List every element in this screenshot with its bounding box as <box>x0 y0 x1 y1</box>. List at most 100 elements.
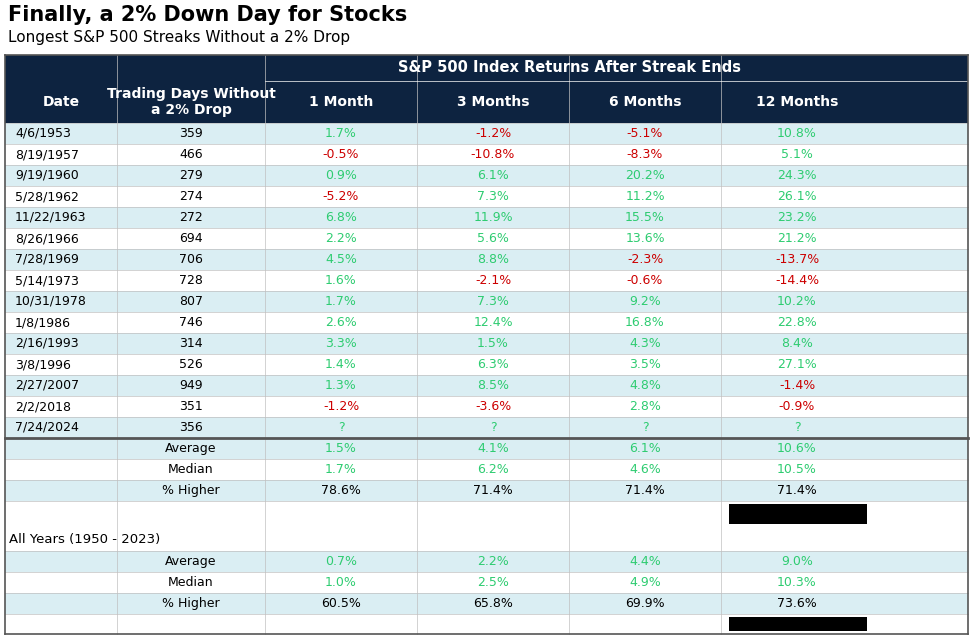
Text: 6.1%: 6.1% <box>629 442 661 455</box>
Text: ?: ? <box>337 421 344 434</box>
Text: 65.8%: 65.8% <box>473 597 513 610</box>
Text: -1.4%: -1.4% <box>779 379 815 392</box>
Text: 24.3%: 24.3% <box>777 169 817 182</box>
Text: 8/19/1957: 8/19/1957 <box>15 148 79 161</box>
Text: 2.6%: 2.6% <box>325 316 357 329</box>
Text: % Higher: % Higher <box>162 484 219 497</box>
Text: 526: 526 <box>179 358 203 371</box>
Text: 12 Months: 12 Months <box>756 95 838 109</box>
Text: 26.1%: 26.1% <box>777 190 817 203</box>
Text: -14.4%: -14.4% <box>775 274 819 287</box>
Text: 466: 466 <box>179 148 203 161</box>
Bar <box>5 249 968 270</box>
Text: 1.7%: 1.7% <box>325 295 357 308</box>
Bar <box>5 438 968 459</box>
Bar <box>5 593 968 614</box>
Text: ?: ? <box>642 421 648 434</box>
Text: 60.5%: 60.5% <box>321 597 361 610</box>
Text: 272: 272 <box>179 211 203 224</box>
Text: 1.5%: 1.5% <box>477 337 509 350</box>
Text: 16.8%: 16.8% <box>625 316 665 329</box>
Text: 22.8%: 22.8% <box>777 316 817 329</box>
Text: -1.2%: -1.2% <box>475 127 511 140</box>
Text: 5.6%: 5.6% <box>477 232 509 245</box>
Text: 7/24/2024: 7/24/2024 <box>15 421 79 434</box>
Text: 71.4%: 71.4% <box>625 484 665 497</box>
Bar <box>5 55 968 81</box>
Text: -1.2%: -1.2% <box>323 400 359 413</box>
Text: 10.3%: 10.3% <box>777 576 817 589</box>
Bar <box>5 270 968 291</box>
Text: 5/28/1962: 5/28/1962 <box>15 190 79 203</box>
Text: 5/14/1973: 5/14/1973 <box>15 274 79 287</box>
Text: 7/28/1969: 7/28/1969 <box>15 253 79 266</box>
Text: Average: Average <box>165 555 216 568</box>
Text: 2/16/1993: 2/16/1993 <box>15 337 79 350</box>
Bar <box>729 617 867 631</box>
Text: 4.8%: 4.8% <box>629 379 661 392</box>
Text: 949: 949 <box>179 379 203 392</box>
Text: 6 Months: 6 Months <box>608 95 682 109</box>
Text: 10.2%: 10.2% <box>777 295 817 308</box>
Text: 73.6%: 73.6% <box>777 597 817 610</box>
Bar <box>729 504 867 524</box>
Bar <box>5 165 968 186</box>
Bar <box>5 375 968 396</box>
Text: Finally, a 2% Down Day for Stocks: Finally, a 2% Down Day for Stocks <box>8 5 408 25</box>
Text: 4.4%: 4.4% <box>629 555 661 568</box>
Text: 3.5%: 3.5% <box>629 358 661 371</box>
Text: 11.9%: 11.9% <box>473 211 513 224</box>
Text: 8.5%: 8.5% <box>477 379 509 392</box>
Bar <box>5 291 968 312</box>
Text: 10.8%: 10.8% <box>777 127 817 140</box>
Text: 1/8/1986: 1/8/1986 <box>15 316 71 329</box>
Text: 6.2%: 6.2% <box>477 463 509 476</box>
Text: -5.2%: -5.2% <box>323 190 359 203</box>
Text: 6.1%: 6.1% <box>477 169 509 182</box>
Text: -0.9%: -0.9% <box>779 400 815 413</box>
Text: 11.2%: 11.2% <box>625 190 665 203</box>
Text: Average: Average <box>165 442 216 455</box>
Text: 5.1%: 5.1% <box>781 148 813 161</box>
Text: 2.8%: 2.8% <box>629 400 661 413</box>
Text: 4/6/1953: 4/6/1953 <box>15 127 71 140</box>
Bar <box>5 186 968 207</box>
Text: 807: 807 <box>179 295 203 308</box>
Bar <box>5 207 968 228</box>
Text: 10.6%: 10.6% <box>777 442 817 455</box>
Text: 1.7%: 1.7% <box>325 127 357 140</box>
Text: -8.3%: -8.3% <box>627 148 663 161</box>
Text: 71.4%: 71.4% <box>777 484 817 497</box>
Text: 8/26/1966: 8/26/1966 <box>15 232 79 245</box>
Text: 0.7%: 0.7% <box>325 555 357 568</box>
Text: 706: 706 <box>179 253 203 266</box>
Text: 21.2%: 21.2% <box>777 232 817 245</box>
Text: -2.1%: -2.1% <box>475 274 511 287</box>
Text: 6.8%: 6.8% <box>325 211 357 224</box>
Bar <box>5 396 968 417</box>
Bar <box>5 480 968 501</box>
Bar <box>5 144 968 165</box>
Text: 314: 314 <box>179 337 203 350</box>
Text: 20.2%: 20.2% <box>625 169 665 182</box>
Text: 2.2%: 2.2% <box>325 232 357 245</box>
Bar <box>5 417 968 438</box>
Text: 4.9%: 4.9% <box>629 576 661 589</box>
Text: 9/19/1960: 9/19/1960 <box>15 169 79 182</box>
Text: 10.5%: 10.5% <box>777 463 817 476</box>
Text: 1.6%: 1.6% <box>325 274 357 287</box>
Bar <box>5 551 968 572</box>
Bar <box>5 333 968 354</box>
Text: 10/31/1978: 10/31/1978 <box>15 295 87 308</box>
Text: 4.3%: 4.3% <box>629 337 661 350</box>
Text: 7.3%: 7.3% <box>477 190 509 203</box>
Text: 71.4%: 71.4% <box>473 484 513 497</box>
Text: 4.1%: 4.1% <box>477 442 509 455</box>
Text: All Years (1950 - 2023): All Years (1950 - 2023) <box>9 534 160 546</box>
Text: 351: 351 <box>179 400 203 413</box>
Text: 6.3%: 6.3% <box>477 358 509 371</box>
Text: 4.6%: 4.6% <box>629 463 661 476</box>
Text: 13.6%: 13.6% <box>625 232 665 245</box>
Text: 359: 359 <box>179 127 203 140</box>
Text: 274: 274 <box>179 190 203 203</box>
